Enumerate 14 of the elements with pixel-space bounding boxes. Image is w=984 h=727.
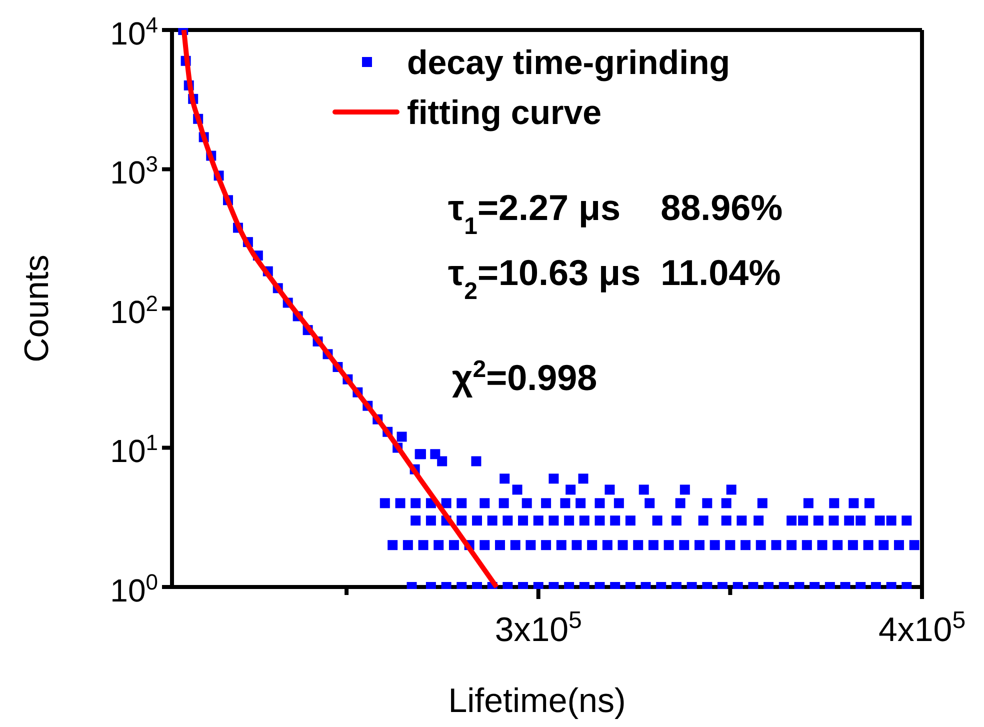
y-tick-label: 10$^{3}$ bbox=[110, 151, 158, 191]
annotation: τ$_{2}$=10.63 μs 11.04% bbox=[448, 252, 781, 304]
y-tick-label: 10$^{4}$ bbox=[110, 12, 158, 52]
annotation: χ$^{2}$=0.998 bbox=[452, 356, 598, 398]
y-tick-label: 10$^{0}$ bbox=[110, 568, 158, 608]
x-tick-label: 4x10$^{5}$ bbox=[878, 606, 966, 650]
legend-label: fitting curve bbox=[407, 94, 602, 132]
y-tick-label: 10$^{2}$ bbox=[110, 290, 158, 330]
legend-label: decay time-grinding bbox=[407, 44, 730, 82]
y-axis-title: Counts bbox=[18, 254, 56, 362]
x-axis-title: Lifetime(ns) bbox=[448, 682, 626, 720]
y-tick-label: 10$^{1}$ bbox=[110, 430, 158, 470]
annotation: τ$_{1}$=2.27 μs 88.96% bbox=[448, 187, 783, 240]
x-tick-label: 3x10$^{5}$ bbox=[494, 606, 582, 650]
